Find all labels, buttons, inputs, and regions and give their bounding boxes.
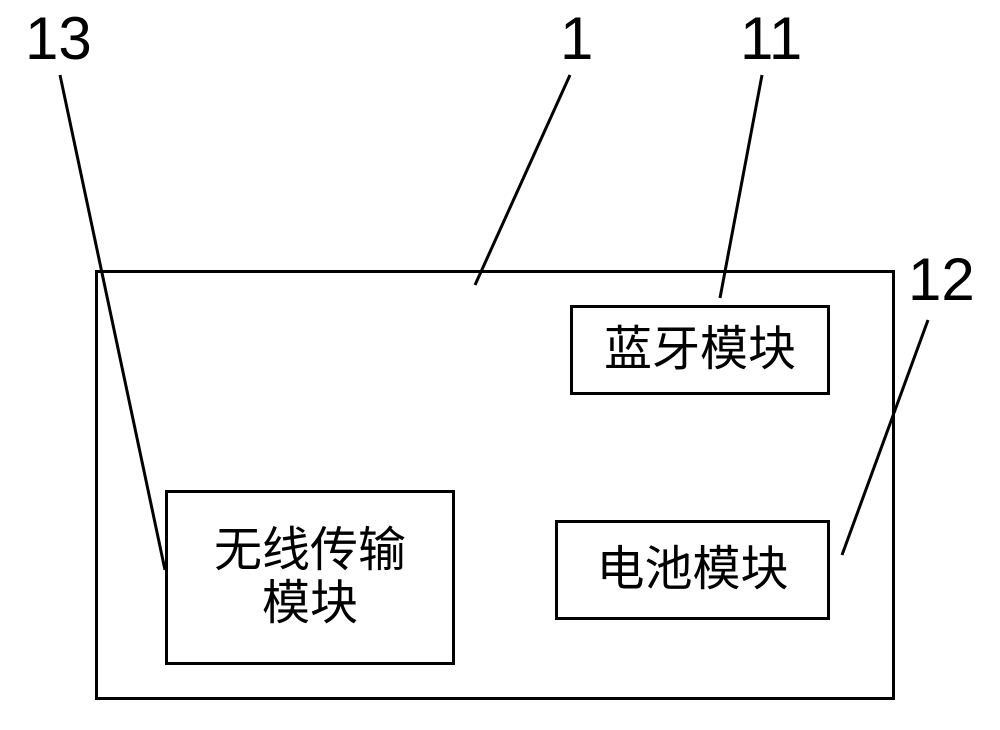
battery-module-label: 电池模块 [596,544,788,597]
wireless-line1: 无线传输 [214,524,406,577]
callout-1: 1 [560,4,593,73]
diagram-canvas: 蓝牙模块 无线传输 模块 电池模块 13 1 11 12 [0,0,1000,730]
battery-module-box: 电池模块 [555,520,830,620]
callout-12: 12 [908,245,975,314]
callout-11: 11 [740,4,802,73]
leader-11 [720,75,762,298]
callout-13: 13 [25,4,92,73]
wireless-module-label: 无线传输 模块 [214,525,406,631]
bluetooth-module-box: 蓝牙模块 [570,305,830,395]
wireless-module-box: 无线传输 模块 [165,490,455,665]
leader-1 [475,75,570,285]
bluetooth-module-label: 蓝牙模块 [604,324,796,377]
wireless-line2: 模块 [262,577,358,630]
